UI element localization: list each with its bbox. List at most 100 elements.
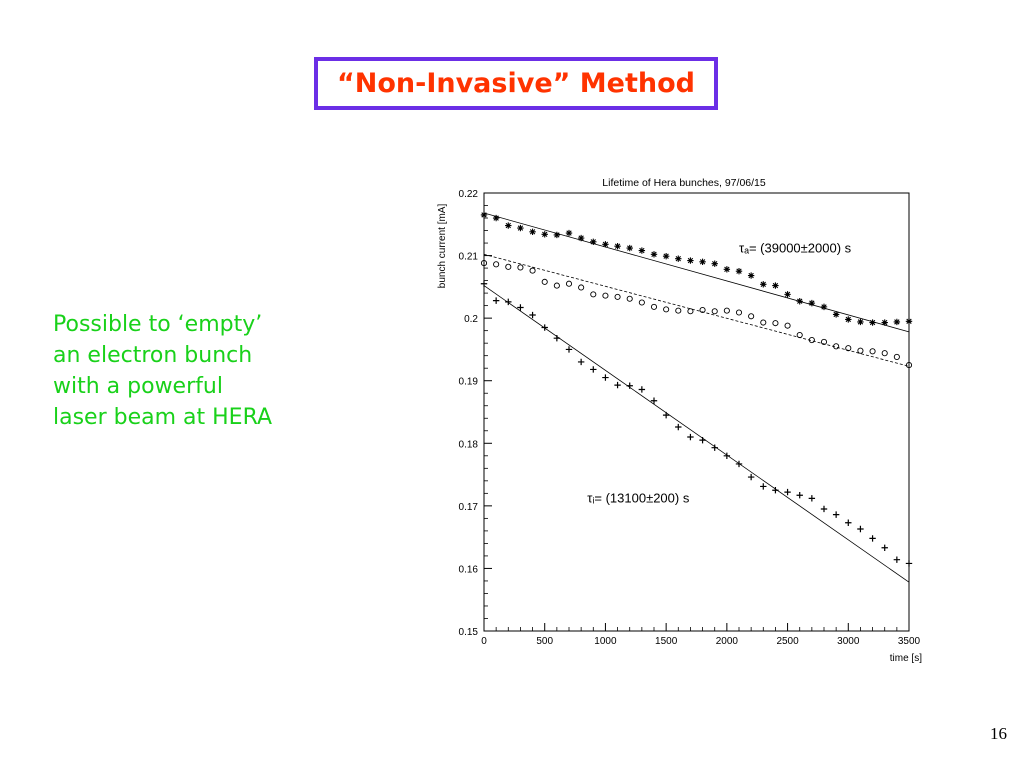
fit-annotation: τₐ= (39000±2000) s <box>739 240 852 255</box>
caption-line: Possible to ‘empty’ <box>53 312 263 337</box>
data-point <box>735 268 743 275</box>
data-point <box>711 260 718 267</box>
data-point <box>492 214 500 222</box>
data-point <box>687 257 694 264</box>
data-point <box>687 433 694 441</box>
data-point <box>614 293 621 300</box>
y-tick-label: 0.22 <box>459 189 479 200</box>
data-point <box>857 525 864 533</box>
x-tick-label: 0 <box>481 636 487 647</box>
data-point <box>590 291 597 298</box>
fit-lines <box>483 212 910 583</box>
slide-title: “Non-Invasive” Method <box>337 68 695 99</box>
data-point <box>626 295 633 302</box>
data-point <box>650 397 658 404</box>
y-axis-label: bunch current [mA] <box>437 204 448 289</box>
x-tick-label: 3500 <box>898 636 921 647</box>
caption-line: an electron bunch <box>53 343 253 368</box>
data-point <box>881 319 888 326</box>
data-point <box>699 306 706 314</box>
y-tick-label: 0.17 <box>459 502 479 513</box>
data-point <box>869 348 876 355</box>
data-point <box>772 282 779 289</box>
data-point <box>675 255 682 262</box>
data-point <box>553 334 561 342</box>
data-point <box>772 487 779 494</box>
x-axis-label: time [s] <box>890 653 922 664</box>
data-point <box>832 511 840 518</box>
data-point <box>735 309 743 316</box>
data-point <box>553 231 561 239</box>
data-point <box>881 350 888 357</box>
data-point <box>808 495 816 502</box>
data-point <box>602 374 609 381</box>
data-point <box>845 316 852 323</box>
fit-annotation: τᵢ= (13100±200) s <box>587 491 690 506</box>
data-point <box>833 343 840 350</box>
data-point <box>893 318 901 326</box>
caption-line: with a powerful <box>53 374 223 399</box>
data-point <box>820 303 828 311</box>
data-point <box>590 366 597 373</box>
data-point <box>784 291 791 298</box>
data-point <box>796 298 803 305</box>
x-tick-label: 2500 <box>776 636 799 647</box>
data-point <box>845 519 852 526</box>
data-point <box>723 307 730 314</box>
data-point <box>820 505 828 513</box>
data-point <box>747 473 755 481</box>
y-tick-label: 0.19 <box>459 377 479 388</box>
data-points <box>480 211 913 567</box>
data-point <box>845 345 852 352</box>
data-point <box>796 492 803 499</box>
data-point <box>796 331 803 339</box>
axis-ticks: 0 500 1000 1500 2000 2500 3000 3500 0.15 0.16 0.17… <box>459 189 921 647</box>
data-point <box>662 411 670 419</box>
y-tick-label: 0.16 <box>459 564 479 575</box>
data-point <box>820 338 828 345</box>
data-point <box>808 299 816 307</box>
data-point <box>541 324 548 331</box>
y-tick-label: 0.18 <box>459 439 479 450</box>
caption-line: laser beam at HERA <box>53 405 273 430</box>
data-point <box>662 252 670 260</box>
data-point <box>529 267 536 274</box>
data-point <box>517 264 524 271</box>
data-point <box>565 280 573 287</box>
y-tick-label: 0.15 <box>459 627 479 638</box>
data-point <box>760 319 767 326</box>
data-point <box>578 284 585 291</box>
data-point <box>881 544 888 551</box>
data-point <box>577 358 585 366</box>
data-point <box>699 436 706 444</box>
data-point <box>577 234 585 242</box>
data-point <box>602 292 609 299</box>
data-point <box>772 320 779 327</box>
x-tick-label: 2000 <box>716 636 739 647</box>
data-point <box>760 483 767 490</box>
data-point <box>699 258 706 266</box>
data-point <box>747 272 755 279</box>
plot-frame <box>483 192 910 632</box>
data-point <box>541 231 548 238</box>
data-point <box>784 322 791 329</box>
data-point <box>857 318 864 326</box>
data-point <box>614 242 621 250</box>
data-point <box>760 281 767 288</box>
data-point <box>529 228 536 235</box>
data-point <box>650 251 658 258</box>
data-point <box>565 346 573 353</box>
data-point <box>893 353 900 360</box>
y-tick-label: 0.2 <box>464 314 478 325</box>
annotations: τₐ= (39000±2000) s τᵢ= (13100±200) s <box>587 240 851 505</box>
data-point <box>529 311 536 319</box>
data-point <box>832 311 840 318</box>
data-point <box>614 381 621 389</box>
data-point <box>565 229 573 237</box>
caption: Possible to ‘empty’ an electron bunch wi… <box>53 309 353 433</box>
data-point <box>505 263 512 270</box>
data-point <box>553 282 560 289</box>
x-tick-label: 500 <box>536 636 553 647</box>
data-point <box>492 297 500 304</box>
fit-line <box>483 212 910 333</box>
